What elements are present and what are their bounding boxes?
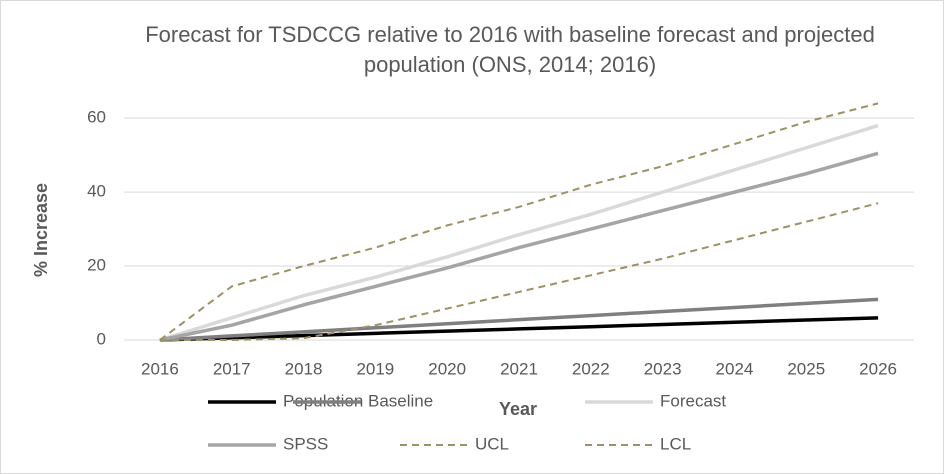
x-tick-label: 2018 <box>285 359 323 378</box>
x-tick-label: 2026 <box>859 359 897 378</box>
y-tick-label: 0 <box>97 329 106 348</box>
legend-label: Forecast <box>660 391 726 410</box>
x-tick-label: 2021 <box>500 359 538 378</box>
x-axis-label: Year <box>499 399 537 419</box>
series-line <box>159 151 879 342</box>
x-tick-label: 2022 <box>572 359 610 378</box>
series-line <box>159 297 879 342</box>
legend-label: LCL <box>660 434 691 453</box>
y-axis-label: % Increase <box>31 183 51 277</box>
x-tick-label: 2016 <box>141 359 179 378</box>
series-line <box>159 202 879 341</box>
x-tick-label: 2019 <box>356 359 394 378</box>
y-tick-label: 20 <box>87 256 106 275</box>
legend-label: Baseline <box>368 391 433 410</box>
chart-title: Forecast for TSDCCG relative to 2016 wit… <box>145 22 875 77</box>
x-tick-label: 2020 <box>428 359 466 378</box>
legend-label: SPSS <box>283 434 328 453</box>
y-tick-label: 40 <box>87 182 106 201</box>
x-tick-label: 2024 <box>716 359 754 378</box>
legend-label: UCL <box>475 434 509 453</box>
x-tick-label: 2025 <box>787 359 825 378</box>
series-line <box>159 123 879 342</box>
x-tick-label: 2023 <box>644 359 682 378</box>
x-tick-label: 2017 <box>213 359 251 378</box>
series-line <box>159 102 879 341</box>
series-line <box>159 316 879 342</box>
y-tick-label: 60 <box>87 108 106 127</box>
